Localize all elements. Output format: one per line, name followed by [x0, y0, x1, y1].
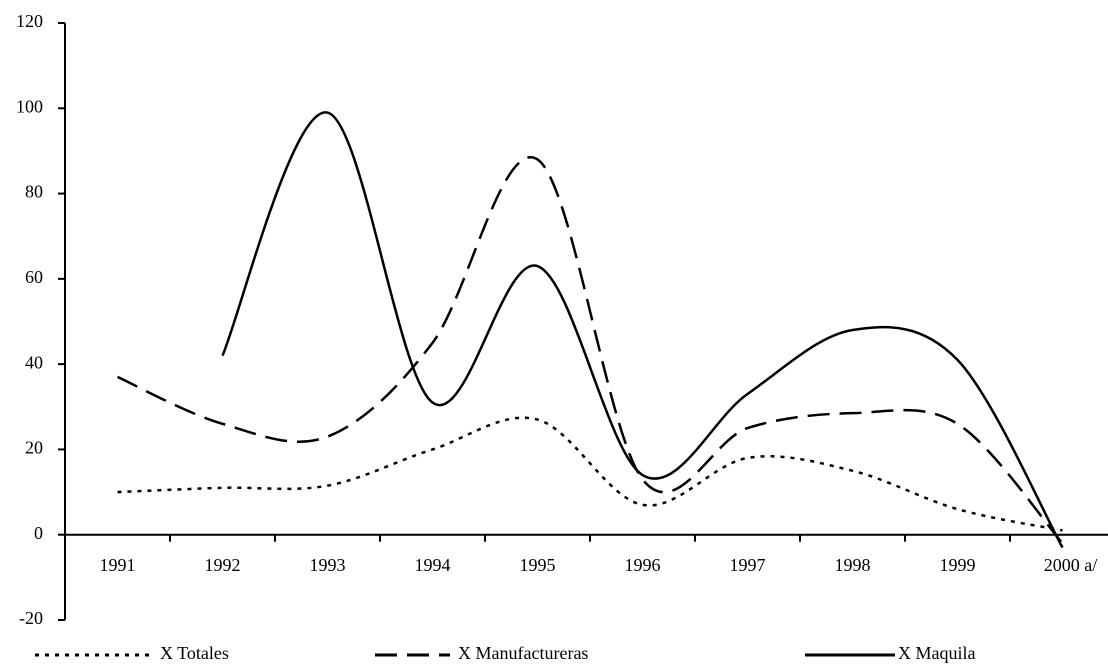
x-tick-label: 1992 — [205, 555, 241, 575]
series-line — [221, 111, 1064, 549]
x-tick-label: 1999 — [940, 555, 976, 575]
y-tick-label: 0 — [34, 523, 43, 543]
x-tick-label: 1993 — [310, 555, 346, 575]
x-tick-label: 1997 — [730, 555, 766, 575]
legend-label: X Manufactureras — [458, 643, 588, 663]
y-tick-label: 20 — [25, 438, 43, 458]
y-tick-label: 40 — [25, 352, 43, 372]
x-tick-label: 1994 — [415, 555, 451, 575]
series-line — [116, 156, 1064, 545]
x-tick-label: 1998 — [835, 555, 871, 575]
legend-label: X Maquila — [898, 643, 975, 663]
legend-label: X Totales — [160, 643, 229, 663]
x-tick-label: 1996 — [625, 555, 661, 575]
y-tick-label: 80 — [25, 182, 43, 202]
x-tick-label: 2000 a/ — [1044, 555, 1098, 575]
x-tick-label: 1995 — [520, 555, 556, 575]
y-tick-label: 60 — [25, 267, 43, 287]
y-tick-label: 100 — [16, 96, 43, 116]
y-tick-label: -20 — [19, 608, 43, 628]
x-tick-label: 1991 — [100, 555, 136, 575]
y-tick-label: 120 — [16, 11, 43, 31]
series-line — [117, 416, 1063, 532]
